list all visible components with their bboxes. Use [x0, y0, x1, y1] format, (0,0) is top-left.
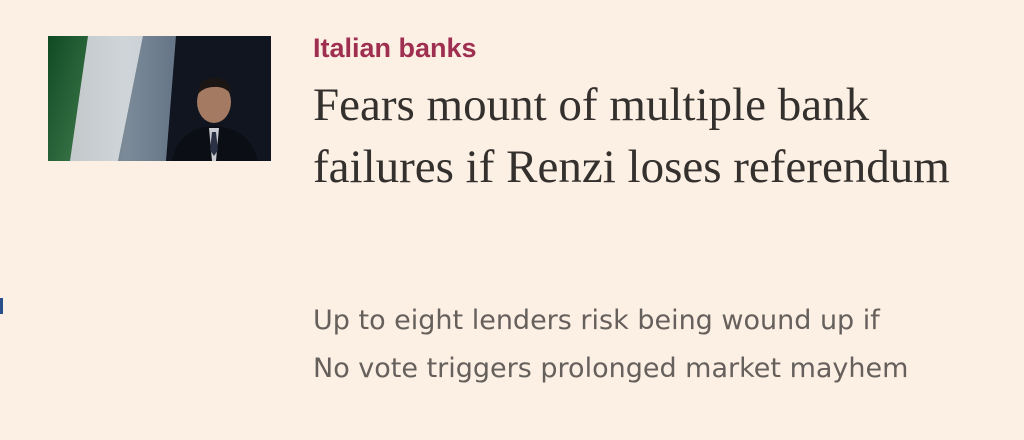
article-thumbnail[interactable]: [48, 36, 271, 161]
news-photo-icon: [48, 36, 271, 161]
article-headline[interactable]: Fears mount of multiple bank failures if…: [313, 79, 950, 193]
topic-link[interactable]: Italian banks: [313, 33, 477, 63]
edge-indicator: [0, 298, 3, 314]
article-standfirst: Up to eight lenders risk being wound up …: [313, 305, 909, 384]
